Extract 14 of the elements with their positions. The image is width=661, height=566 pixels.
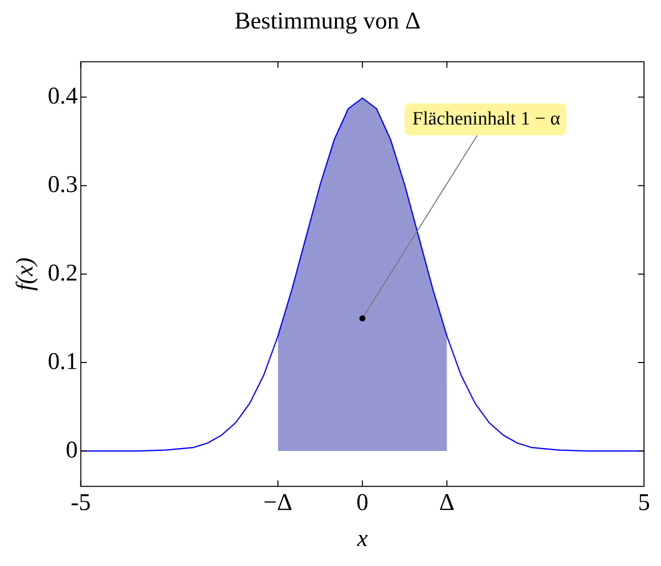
y-tick-label: 0 xyxy=(66,437,78,464)
x-tick-label: −Δ xyxy=(263,490,292,516)
y-tick-label: 0.2 xyxy=(48,260,78,286)
y-axis-title: f(x) xyxy=(12,257,39,291)
y-tick-label: 0.3 xyxy=(48,172,78,198)
x-tick-label: Δ xyxy=(439,490,455,516)
y-tick-label: 0.4 xyxy=(48,83,78,110)
x-tick-label: 5 xyxy=(638,490,650,516)
y-tick-label: 0.1 xyxy=(48,348,78,375)
x-axis-title: x xyxy=(356,526,368,552)
x-tick-label: -5 xyxy=(70,490,91,516)
chart-title: Bestimmung von Δ xyxy=(234,8,421,35)
x-tick-label: 0 xyxy=(356,490,368,516)
annotation: Flächeninhalt 1 − α xyxy=(412,108,560,130)
